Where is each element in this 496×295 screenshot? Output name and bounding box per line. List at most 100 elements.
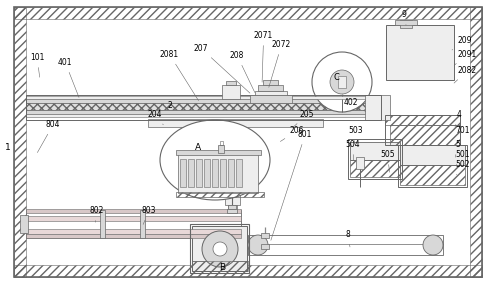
Bar	[192, 261, 248, 271]
Bar	[100, 210, 105, 238]
Bar	[398, 145, 467, 187]
Circle shape	[248, 235, 268, 255]
Text: 204: 204	[148, 110, 163, 125]
Text: 207: 207	[194, 44, 250, 93]
Bar	[385, 115, 460, 145]
Bar	[14, 265, 482, 277]
Bar	[350, 160, 400, 177]
Bar	[365, 95, 390, 120]
Text: 502: 502	[455, 160, 470, 175]
Bar	[178, 153, 258, 193]
Bar	[228, 173, 236, 177]
Bar	[26, 95, 381, 120]
Bar	[228, 159, 234, 187]
Bar	[390, 125, 460, 145]
Bar	[348, 139, 402, 179]
Text: 2082: 2082	[454, 66, 477, 83]
Bar	[190, 224, 249, 273]
Bar	[204, 159, 210, 187]
Text: 401: 401	[58, 58, 79, 97]
Text: 701: 701	[455, 126, 470, 140]
Bar	[26, 99, 381, 103]
Bar	[263, 80, 278, 85]
Text: 2091: 2091	[454, 50, 477, 65]
Text: 802: 802	[90, 206, 104, 222]
Bar	[26, 96, 381, 99]
Text: 501: 501	[455, 150, 470, 165]
Bar	[26, 210, 241, 238]
Text: 2081: 2081	[160, 50, 198, 101]
Text: 1: 1	[5, 142, 11, 152]
Bar	[14, 7, 26, 277]
Bar	[212, 159, 218, 187]
Text: 2: 2	[168, 101, 173, 109]
Bar	[26, 216, 241, 221]
Circle shape	[423, 235, 443, 255]
Bar	[226, 81, 236, 85]
Bar	[400, 20, 412, 28]
Bar	[250, 95, 292, 103]
Bar	[400, 165, 465, 185]
Bar	[14, 7, 482, 19]
Bar	[220, 141, 223, 145]
Bar	[20, 215, 28, 233]
Text: B: B	[219, 263, 225, 271]
Bar	[220, 159, 226, 187]
Bar	[261, 244, 269, 249]
Bar	[400, 145, 465, 165]
Text: 4: 4	[455, 110, 462, 127]
Bar	[356, 157, 364, 169]
Bar	[229, 165, 235, 175]
Circle shape	[330, 70, 354, 94]
Text: A: A	[195, 142, 201, 152]
Text: 9: 9	[402, 10, 407, 25]
Bar	[148, 119, 323, 127]
Text: 205: 205	[292, 110, 314, 128]
Bar	[26, 209, 241, 213]
Bar	[196, 159, 202, 187]
Text: 209: 209	[452, 36, 472, 50]
Bar	[258, 85, 283, 91]
Text: 206: 206	[280, 126, 305, 142]
Bar	[255, 91, 287, 95]
Bar	[26, 114, 381, 117]
Text: C: C	[333, 73, 339, 81]
Text: 2072: 2072	[269, 40, 291, 87]
Text: 801: 801	[271, 130, 312, 240]
Bar	[222, 85, 240, 99]
Bar	[395, 20, 417, 25]
Bar	[228, 205, 236, 209]
Bar	[350, 142, 400, 160]
Bar	[176, 150, 261, 155]
Text: 101: 101	[30, 53, 44, 77]
Bar	[26, 110, 381, 114]
Text: 504: 504	[345, 140, 360, 160]
Text: 208: 208	[230, 51, 255, 93]
Bar	[227, 125, 237, 165]
Bar	[470, 7, 482, 277]
Text: 5: 5	[455, 140, 460, 157]
Text: 505: 505	[380, 150, 395, 172]
Bar	[26, 229, 241, 234]
Bar	[228, 205, 237, 209]
Bar	[192, 226, 247, 271]
Circle shape	[312, 52, 372, 112]
Ellipse shape	[160, 120, 270, 200]
Bar	[26, 234, 241, 238]
Bar	[180, 159, 186, 187]
Bar	[227, 209, 237, 213]
Bar	[225, 120, 240, 205]
Bar	[338, 76, 346, 88]
Circle shape	[213, 242, 227, 256]
Circle shape	[202, 231, 238, 267]
Text: 803: 803	[142, 206, 157, 224]
Text: 503: 503	[348, 126, 363, 144]
Bar	[248, 235, 443, 255]
Text: 804: 804	[37, 120, 61, 153]
Text: 2071: 2071	[254, 31, 273, 82]
Bar	[188, 159, 194, 187]
Bar	[385, 115, 460, 125]
Bar	[218, 145, 224, 153]
Bar	[386, 25, 454, 80]
Bar	[261, 233, 269, 238]
